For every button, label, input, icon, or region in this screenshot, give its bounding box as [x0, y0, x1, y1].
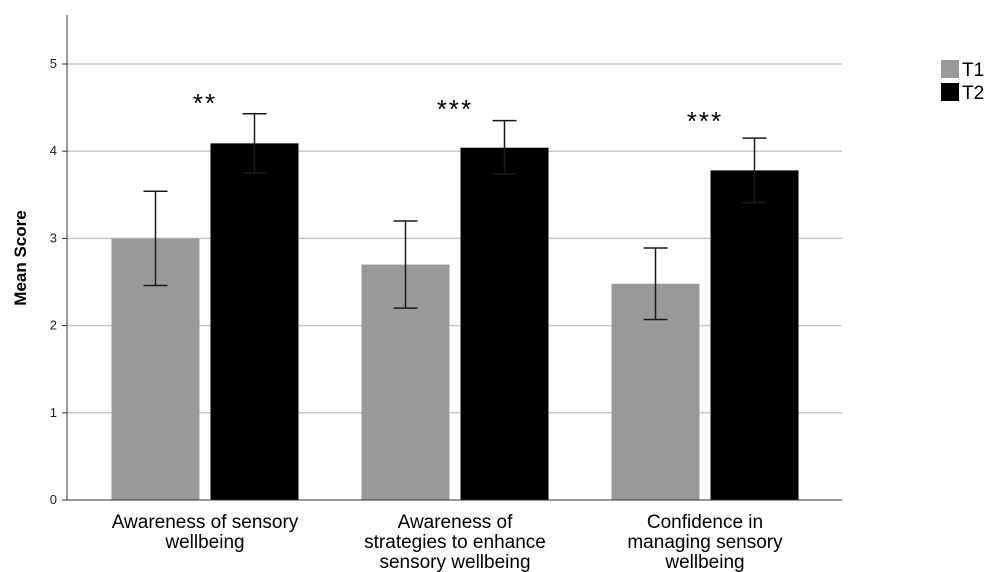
category-label-line: Awareness of sensory — [112, 512, 299, 533]
category-label-line: strategies to enhance — [364, 532, 546, 553]
y-tick-label-0: 0 — [50, 492, 57, 507]
category-label-line: Awareness of — [398, 512, 513, 533]
category-label-line: sensory wellbeing — [379, 552, 530, 572]
category-label-2: Confidence in managing sensory wellbeing — [627, 512, 783, 572]
significance-markers: ** *** *** — [193, 88, 723, 136]
bar-T2-0 — [210, 143, 299, 501]
bar-T2-2 — [710, 170, 799, 500]
category-label-line: Confidence in — [647, 512, 763, 533]
bars — [111, 143, 799, 501]
legend-label-T1: T1 — [962, 60, 984, 81]
y-tick-label-2: 2 — [50, 318, 57, 333]
y-axis-title: Mean Score — [11, 210, 30, 305]
legend-swatch-T2 — [941, 83, 959, 101]
legend-swatch-T1 — [941, 60, 959, 78]
significance-marker-2: *** — [687, 106, 723, 136]
y-tick-label-1: 1 — [50, 405, 57, 420]
y-tick-label-5: 5 — [50, 56, 57, 71]
category-label-0: Awareness of sensory wellbeing — [112, 512, 299, 553]
bar-T2-1 — [460, 147, 549, 500]
significance-marker-1: *** — [437, 94, 473, 124]
error-bars — [143, 112, 767, 321]
y-tick-label-3: 3 — [50, 230, 57, 245]
significance-marker-0: ** — [193, 88, 217, 118]
category-label-line: wellbeing — [664, 552, 744, 572]
y-tick-label-4: 4 — [50, 143, 57, 158]
y-axis-ticks: 0 1 2 3 4 5 — [50, 56, 67, 507]
category-label-line: managing sensory — [627, 532, 783, 553]
category-label-line: wellbeing — [164, 532, 244, 553]
legend-label-T2: T2 — [962, 83, 984, 104]
category-label-1: Awareness of strategies to enhance sensory… — [364, 512, 546, 572]
